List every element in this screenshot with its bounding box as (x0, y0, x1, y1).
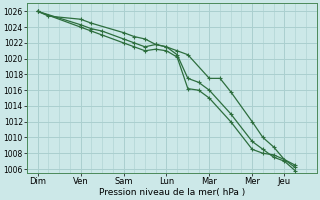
X-axis label: Pression niveau de la mer( hPa ): Pression niveau de la mer( hPa ) (99, 188, 245, 197)
